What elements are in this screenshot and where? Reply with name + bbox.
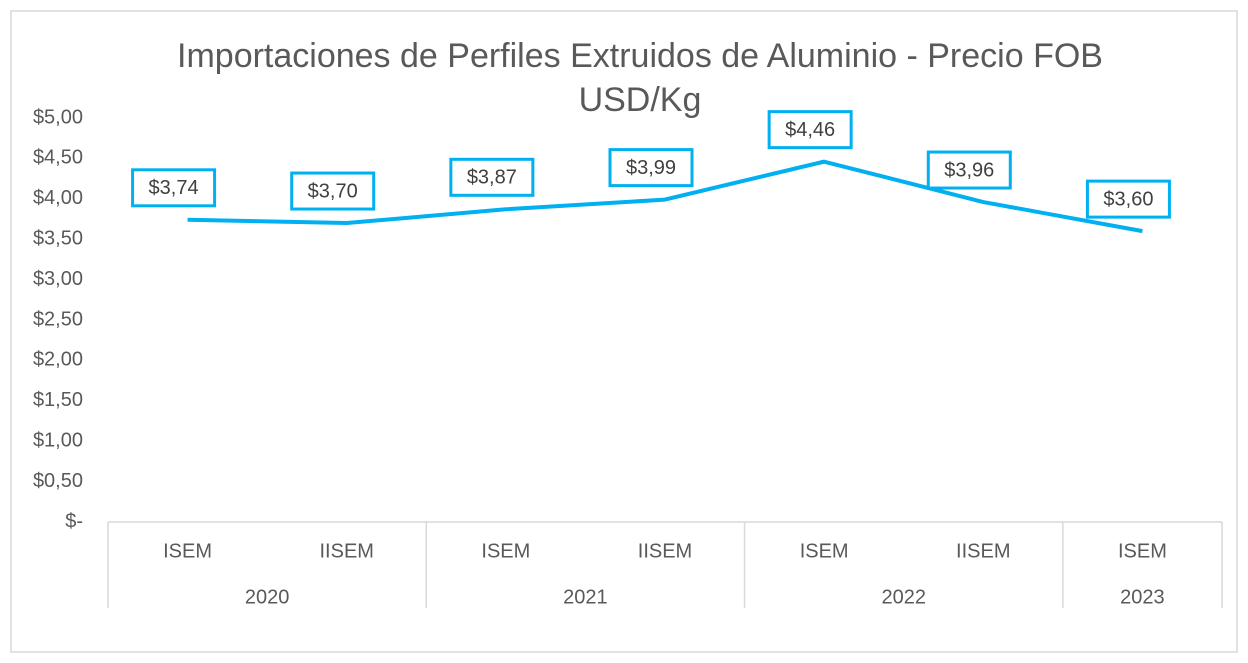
- y-tick-label: $3,50: [33, 227, 83, 249]
- y-tick-label: $1,00: [33, 429, 83, 451]
- data-label: $3,60: [1103, 188, 1153, 210]
- x-tick-label: ISEM: [481, 540, 530, 562]
- data-label-box: [1085, 179, 1171, 219]
- chart-title: Importaciones de Perfiles Extruidos de A…: [177, 37, 1103, 119]
- y-tick-label: $0,50: [33, 470, 83, 492]
- x-tick-label: ISEM: [800, 540, 849, 562]
- x-group-label: 2022: [881, 586, 926, 608]
- x-tick-label: IISEM: [638, 540, 692, 562]
- data-line: [187, 159, 1143, 234]
- x-group-label: 2021: [563, 586, 608, 608]
- data-label-box: [449, 157, 535, 197]
- data-label: $4,46: [785, 119, 835, 141]
- data-label: $3,70: [308, 180, 358, 202]
- y-tick-label: $1,50: [33, 389, 83, 411]
- y-tick-label: $2,00: [33, 349, 83, 371]
- x-tick-label: ISEM: [163, 540, 212, 562]
- data-label-box: [926, 150, 1012, 190]
- y-tick-label: $4,00: [33, 187, 83, 209]
- x-tick-label: ISEM: [1118, 540, 1167, 562]
- chart-frame: [10, 10, 1238, 653]
- y-tick-label: $2,50: [33, 308, 83, 330]
- data-label: $3,87: [467, 167, 517, 189]
- y-tick-label: $3,00: [33, 268, 83, 290]
- data-label-box: [608, 148, 694, 188]
- data-label: $3,96: [944, 159, 994, 181]
- x-group-label: 2020: [245, 586, 290, 608]
- y-tick-label: $4,50: [33, 147, 83, 169]
- data-label-box: [131, 168, 217, 208]
- y-tick-label: $-: [65, 510, 83, 532]
- data-label-box: [767, 110, 853, 150]
- data-label-box: [290, 171, 376, 211]
- y-tick-label: $5,00: [33, 106, 83, 128]
- x-tick-label: IISEM: [956, 540, 1010, 562]
- x-group-label: 2023: [1120, 586, 1165, 608]
- data-label: $3,74: [149, 177, 199, 199]
- x-tick-label: IISEM: [319, 540, 373, 562]
- data-label: $3,99: [626, 157, 676, 179]
